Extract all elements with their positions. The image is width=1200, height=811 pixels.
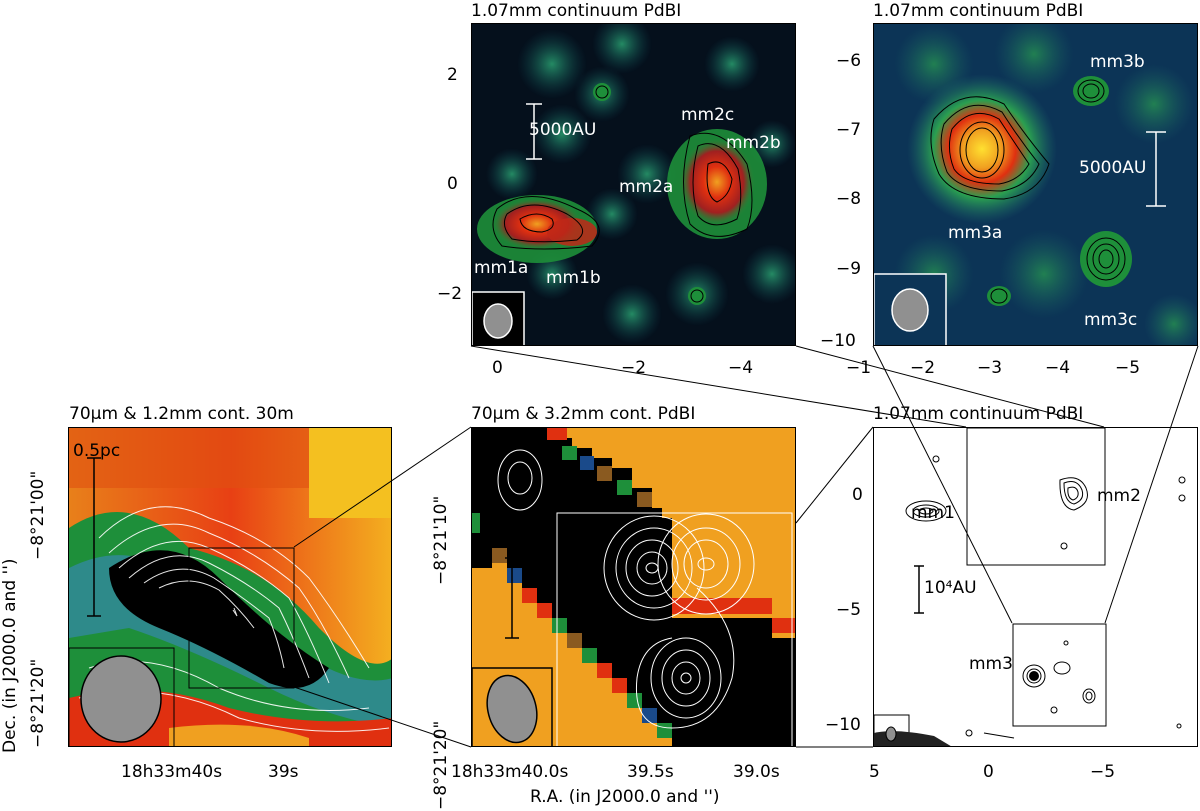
bottom-right-ytick: −10 bbox=[825, 715, 861, 735]
source-label-mm2b: mm2b bbox=[726, 133, 781, 153]
top-middle-ytick: 0 bbox=[447, 174, 458, 194]
bottom-middle-xtick: 39.0s bbox=[733, 762, 780, 782]
top-middle-beam bbox=[483, 303, 513, 339]
top-right-ytick: −9 bbox=[836, 259, 862, 279]
bottom-middle-title: 70μm & 3.2mm cont. PdBI bbox=[471, 404, 696, 424]
bottom-right-beam bbox=[885, 726, 897, 742]
bottom-right-ytick: −5 bbox=[836, 600, 862, 620]
top-right-beam bbox=[891, 288, 929, 332]
bottom-left-ylabel: Dec. (in J2000.0 and '') bbox=[0, 558, 20, 753]
bottom-right-xtick: 5 bbox=[869, 762, 880, 782]
top-middle-xtick: −2 bbox=[621, 358, 647, 378]
source-label-mm3c: mm3c bbox=[1084, 310, 1138, 330]
source-label-mm3a: mm3a bbox=[948, 223, 1003, 243]
bottom-middle-ytick: −8°21'10" bbox=[431, 495, 451, 585]
top-right-map-image bbox=[874, 24, 1197, 345]
source-label-mm2a: mm2a bbox=[619, 177, 674, 197]
top-right-scalebar-label: 5000AU bbox=[1079, 158, 1147, 178]
bottom-middle-map: 0 bbox=[471, 427, 796, 747]
bottom-left-beam bbox=[80, 655, 162, 743]
bottom-left-map: 0.5pc bbox=[68, 427, 392, 747]
bottom-left-scalebar-label: 0.5pc bbox=[73, 441, 121, 461]
top-right-xtick: −4 bbox=[1045, 358, 1071, 378]
bottom-middle-ytick: −8°21'20" bbox=[431, 720, 451, 810]
bottom-middle-xlabel: R.A. (in J2000.0 and '') bbox=[530, 787, 720, 807]
top-right-xtick: −1 bbox=[846, 358, 872, 378]
bottom-left-ytick: −8°21'00" bbox=[28, 470, 48, 560]
top-middle-xtick: 0 bbox=[492, 358, 503, 378]
bottom-right-ytick: 0 bbox=[852, 485, 863, 505]
bottom-middle-scalebar-label: 0 bbox=[482, 544, 493, 564]
top-right-ytick: −8 bbox=[836, 189, 862, 209]
bottom-right-xtick: −5 bbox=[1090, 762, 1116, 782]
bottom-middle-xtick: 18h33m40.0s bbox=[451, 762, 569, 782]
top-right-xtick: −3 bbox=[977, 358, 1003, 378]
top-right-ytick: −10 bbox=[820, 331, 856, 351]
source-label-mm3b: mm3b bbox=[1090, 52, 1145, 72]
top-right-title: 1.07mm continuum PdBI bbox=[873, 1, 1084, 21]
bottom-right-map: 10⁴AU mm1 mm2 mm3 bbox=[873, 427, 1198, 747]
source-label-mm1b: mm1b bbox=[546, 268, 601, 288]
bottom-left-map-image bbox=[69, 428, 391, 746]
top-right-ytick: −6 bbox=[836, 51, 862, 71]
top-middle-scalebar-label: 5000AU bbox=[529, 120, 597, 140]
bottom-left-xtick: 18h33m40s bbox=[121, 762, 223, 782]
bottom-right-map-image bbox=[874, 428, 1197, 746]
top-middle-ytick: 2 bbox=[447, 65, 458, 85]
bottom-left-title: 70μm & 1.2mm cont. 30m bbox=[69, 404, 294, 424]
bottom-middle-scalebar bbox=[505, 557, 519, 639]
bottom-left-scalebar bbox=[87, 457, 101, 617]
bottom-left-xtick: 39s bbox=[268, 762, 299, 782]
bottom-middle-beam bbox=[486, 674, 538, 744]
source-label-mm1: mm1 bbox=[911, 503, 955, 523]
top-middle-scalebar bbox=[526, 103, 542, 160]
top-middle-map: 5000AU mm2c mm2b mm2a mm1a mm1b bbox=[471, 23, 796, 346]
top-middle-xtick: −4 bbox=[728, 358, 754, 378]
top-middle-title: 1.07mm continuum PdBI bbox=[471, 1, 682, 21]
bottom-right-title: 1.07mm continuum PdBI bbox=[873, 404, 1084, 424]
source-label-mm3: mm3 bbox=[969, 654, 1013, 674]
top-right-xtick: −5 bbox=[1115, 358, 1141, 378]
bottom-middle-xtick: 39.5s bbox=[627, 762, 674, 782]
bottom-left-ytick: −8°21'20" bbox=[28, 658, 48, 748]
source-label-mm1a: mm1a bbox=[474, 258, 529, 278]
bottom-right-scalebar-label: 10⁴AU bbox=[924, 578, 977, 598]
top-right-scalebar bbox=[1146, 131, 1166, 207]
bottom-right-xtick: 0 bbox=[983, 762, 994, 782]
top-right-map: 5000AU mm3b mm3a mm3c bbox=[873, 23, 1198, 346]
top-middle-map-image bbox=[472, 24, 795, 345]
source-label-mm2c: mm2c bbox=[681, 105, 735, 125]
top-right-xtick: −2 bbox=[910, 358, 936, 378]
top-right-ytick: −7 bbox=[836, 120, 862, 140]
source-label-mm2: mm2 bbox=[1097, 486, 1141, 506]
bottom-middle-map-image bbox=[472, 428, 795, 746]
top-middle-ytick: −2 bbox=[437, 284, 463, 304]
